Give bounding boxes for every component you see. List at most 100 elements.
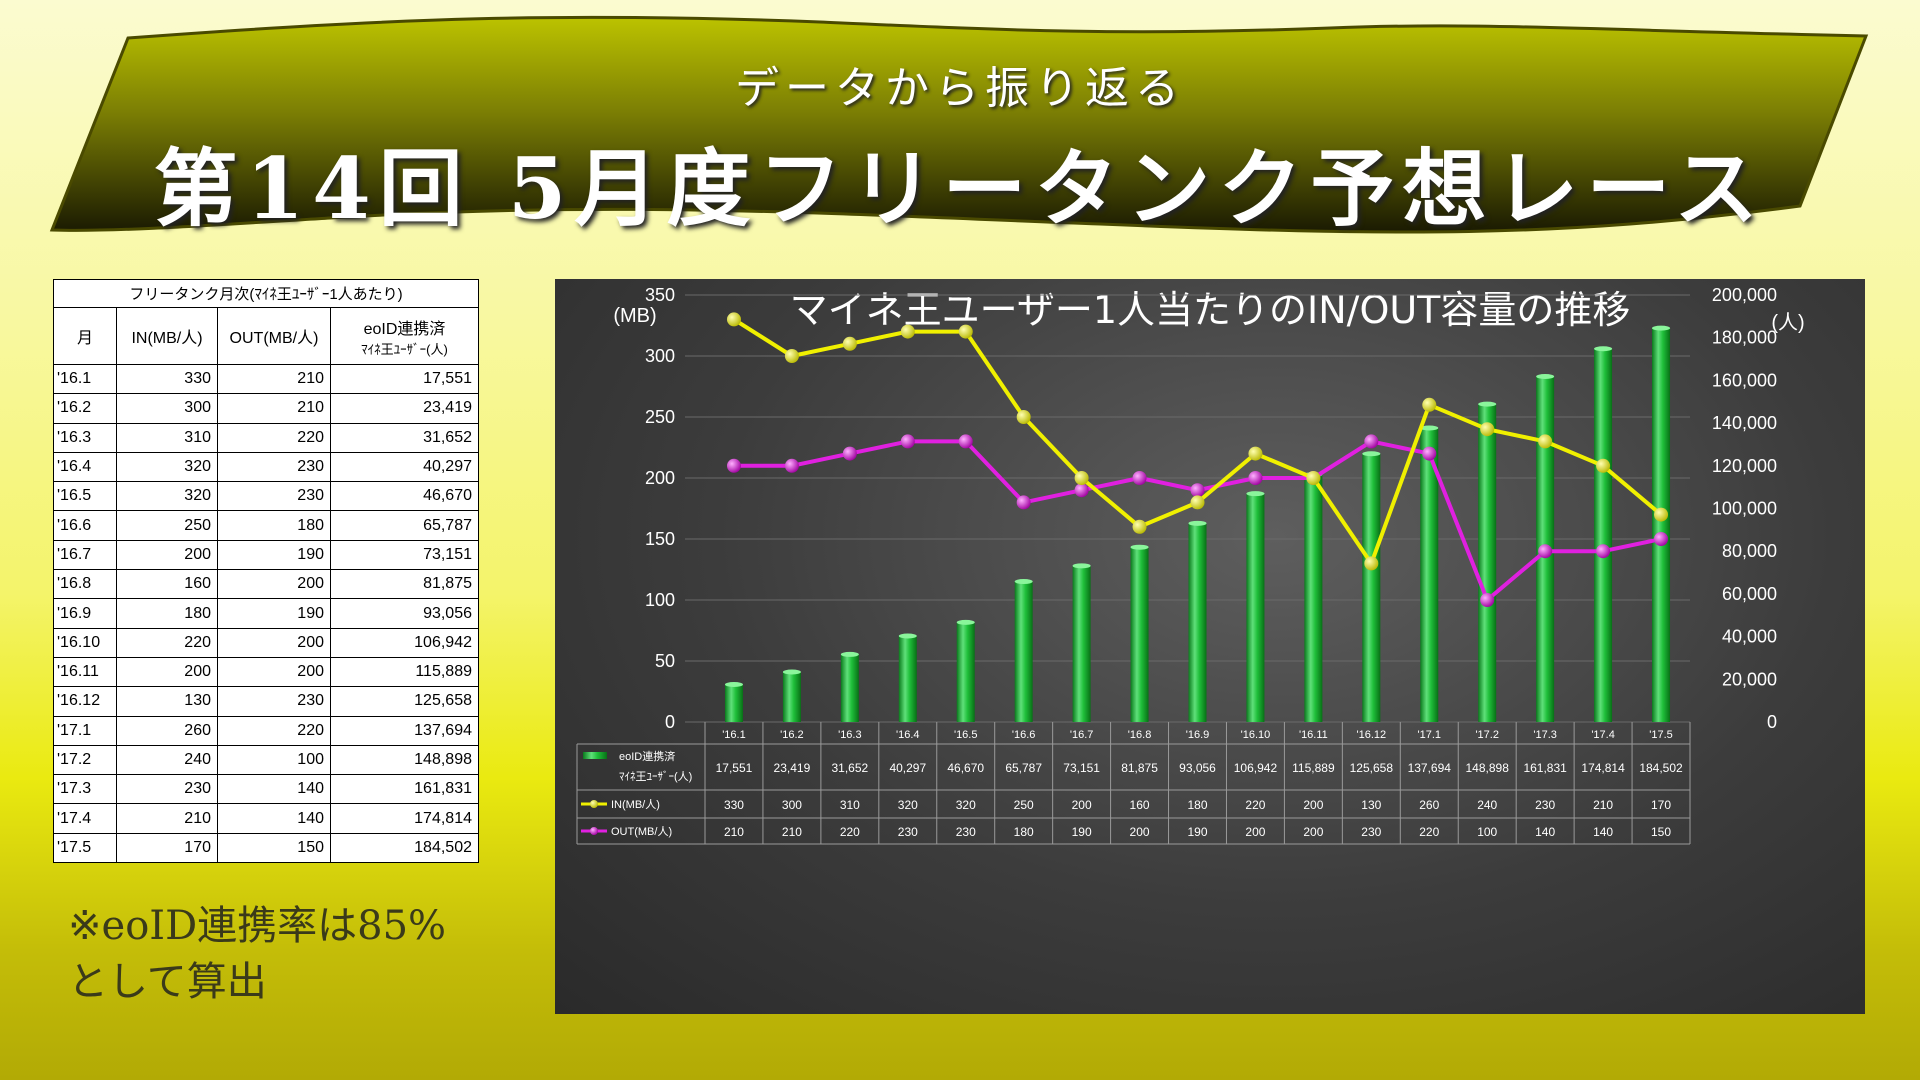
cell-users: 125,658 (330, 686, 479, 717)
cell-in: 310 (116, 422, 218, 453)
data-label-out: 200 (1245, 825, 1265, 839)
legend-label-users-line2: ﾏｲﾈ王ﾕｰｻﾞｰ(人) (619, 770, 692, 783)
cell-out: 190 (217, 598, 331, 629)
data-label-in: 260 (1419, 798, 1439, 812)
cell-in: 220 (116, 627, 218, 658)
legend-key-in-dot (590, 800, 598, 808)
y-tick-label-right: 200,000 (1712, 285, 1777, 305)
col-header-out: OUT(MB/人) (217, 307, 331, 365)
cell-users: 23,419 (330, 393, 479, 424)
bar-cap (956, 619, 975, 625)
bar-users (840, 654, 859, 722)
point-out (1016, 495, 1031, 510)
x-tick-label: '16.11 (1299, 729, 1328, 741)
bar-cap (1130, 544, 1149, 550)
y-axis-label-right: (人) (1771, 311, 1804, 334)
data-label-out: 190 (1187, 825, 1207, 839)
bar-users (1246, 493, 1265, 722)
point-out (726, 458, 741, 473)
data-label-users: 106,942 (1234, 761, 1278, 775)
cell-users: 17,551 (330, 363, 479, 395)
legend-key-out-dot (590, 827, 598, 835)
point-in (1654, 507, 1669, 522)
point-in (784, 349, 799, 363)
y-tick-label-right: 20,000 (1722, 669, 1777, 689)
bar-users (1362, 453, 1381, 722)
x-tick-label: '16.12 (1357, 729, 1387, 741)
x-tick-label: '16.6 (1012, 729, 1036, 741)
table-row: '16.9 180 190 93,056 (53, 598, 479, 629)
y-tick-label-right: 160,000 (1712, 370, 1777, 390)
col-header-month: 月 (53, 307, 117, 365)
data-label-in: 250 (1014, 798, 1034, 812)
bar-users (724, 684, 743, 722)
bar-users (1188, 523, 1207, 722)
y-tick-label-left: 100 (645, 590, 675, 610)
cell-in: 200 (116, 539, 218, 571)
table-row: '16.6 250 180 65,787 (53, 510, 479, 541)
data-label-users: 73,151 (1063, 761, 1100, 775)
point-in (726, 312, 741, 327)
point-out (842, 446, 857, 461)
col-header-users: eoID連携済 ﾏｲﾈ王ﾕｰｻﾞｰ(人) (330, 307, 479, 365)
bar-cap (782, 669, 801, 675)
banner-subtitle: データから振り返る (735, 63, 1185, 114)
x-tick-label: '17.4 (1591, 729, 1615, 741)
point-in (1480, 422, 1495, 437)
bar-cap (1014, 579, 1033, 585)
data-label-out: 220 (1419, 825, 1439, 839)
data-label-users: 46,670 (947, 761, 984, 775)
col-header-in: IN(MB/人) (116, 307, 218, 365)
cell-month: '17.5 (53, 832, 117, 864)
y-tick-label-right: 180,000 (1712, 328, 1777, 348)
x-tick-label: '16.3 (838, 729, 862, 741)
point-out (1074, 483, 1089, 498)
point-out (1132, 471, 1147, 485)
data-label-in: 170 (1651, 798, 1671, 812)
data-label-out: 200 (1130, 825, 1150, 839)
bar-users (898, 635, 917, 722)
y-tick-label-right: 140,000 (1712, 413, 1777, 433)
bar-users (1478, 404, 1497, 722)
bar-users (956, 622, 975, 722)
data-label-users: 17,551 (716, 761, 753, 775)
data-label-users: 184,502 (1639, 761, 1683, 775)
bar-cap (1188, 520, 1207, 526)
cell-month: '17.2 (53, 744, 117, 776)
data-label-in: 180 (1187, 798, 1207, 812)
x-tick-label: '16.5 (954, 729, 978, 741)
y-axis-label-left: (MB) (613, 305, 656, 327)
table-row: '17.5 170 150 184,502 (53, 832, 479, 864)
y-tick-label-left: 200 (645, 468, 675, 488)
cell-in: 320 (116, 481, 218, 512)
point-in (1422, 397, 1437, 412)
cell-month: '16.9 (53, 598, 117, 629)
point-out (1248, 471, 1263, 485)
point-in (1538, 434, 1553, 449)
y-tick-label-right: 80,000 (1722, 541, 1777, 561)
cell-out: 220 (217, 422, 331, 453)
cell-in: 330 (116, 363, 218, 395)
x-tick-label: '16.10 (1241, 729, 1271, 741)
point-in (1306, 471, 1321, 485)
y-tick-label-right: 0 (1767, 712, 1777, 732)
data-label-in: 200 (1072, 798, 1092, 812)
cell-in: 240 (116, 744, 218, 776)
bar-cap (840, 651, 859, 657)
point-in (1132, 519, 1147, 534)
cell-out: 230 (217, 481, 331, 512)
cell-month: '17.1 (53, 715, 117, 746)
y-tick-label-right: 60,000 (1722, 584, 1777, 604)
note-line1: ※eoID連携率は85% (68, 903, 447, 949)
col-header-users-line1: eoID連携済 (363, 320, 446, 338)
data-label-in: 330 (724, 798, 744, 812)
cell-in: 250 (116, 510, 218, 541)
data-label-in: 320 (898, 798, 918, 812)
data-label-users: 65,787 (1005, 761, 1042, 775)
point-in (1190, 495, 1205, 510)
data-label-users: 148,898 (1466, 761, 1510, 775)
table-row: '17.4 210 140 174,814 (53, 803, 479, 834)
data-label-out: 220 (840, 825, 860, 839)
cell-out: 100 (217, 744, 331, 776)
data-label-in: 130 (1361, 798, 1381, 812)
